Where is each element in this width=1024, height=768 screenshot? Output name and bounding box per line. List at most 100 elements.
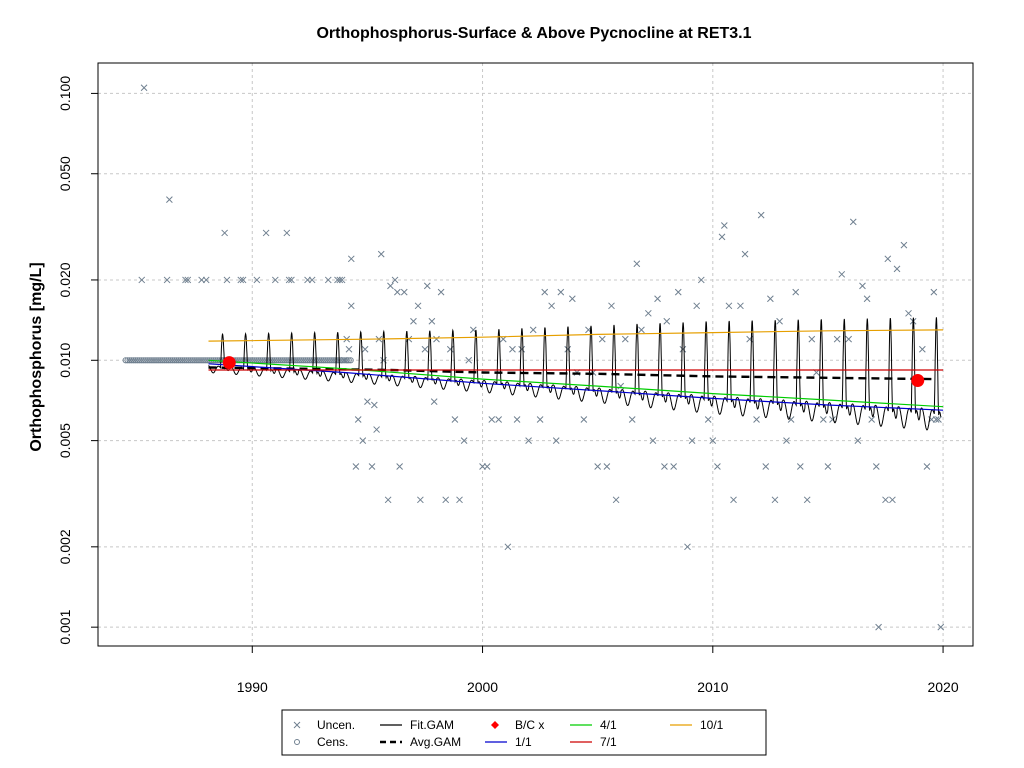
uncensored-point xyxy=(621,335,629,343)
uncensored-point xyxy=(741,250,749,258)
censored-point xyxy=(314,357,321,364)
uncensored-point xyxy=(446,345,454,353)
legend-symbol xyxy=(294,739,300,745)
uncensored-point xyxy=(918,345,926,353)
censored-point xyxy=(337,357,344,364)
censored-point xyxy=(236,357,243,364)
censored-point xyxy=(171,357,178,364)
uncensored-point xyxy=(598,335,606,343)
censored-point xyxy=(306,357,313,364)
censored-point xyxy=(146,357,153,364)
uncensored-point xyxy=(354,416,362,423)
uncensored-point xyxy=(223,276,231,284)
uncensored-point xyxy=(182,276,189,284)
uncensored-point xyxy=(509,345,516,353)
uncensored-point xyxy=(184,276,192,284)
censored-point xyxy=(193,357,200,364)
uncensored-point xyxy=(670,463,678,470)
uncensored-point xyxy=(564,345,572,353)
uncensored-point xyxy=(875,623,882,631)
censored-point xyxy=(290,357,298,364)
uncensored-point xyxy=(568,295,576,303)
uncensored-point xyxy=(935,416,942,423)
uncensored-point xyxy=(776,317,783,325)
uncensored-point xyxy=(783,437,790,444)
censored-point xyxy=(202,357,209,364)
series-avg-gam xyxy=(208,366,934,381)
censored-point xyxy=(332,357,339,364)
censored-point xyxy=(279,357,286,364)
censored-point xyxy=(159,357,166,364)
bc-points xyxy=(222,356,925,387)
uncensored-point xyxy=(253,276,261,284)
uncensored-point xyxy=(347,255,355,263)
uncensored-point xyxy=(771,496,779,504)
uncensored-point xyxy=(525,437,532,444)
uncensored-point xyxy=(283,229,291,237)
uncensored-point xyxy=(166,196,173,203)
uncensored-point xyxy=(937,623,945,631)
series-10-1 xyxy=(208,329,944,342)
uncensored-point xyxy=(792,288,800,296)
uncensored-point xyxy=(391,276,399,284)
censored-point xyxy=(149,357,157,364)
y-tick-label: 0.001 xyxy=(57,609,73,644)
censored-point xyxy=(122,357,129,364)
uncensored-point xyxy=(456,496,463,504)
censored-point xyxy=(308,357,315,364)
legend-symbol xyxy=(491,721,499,729)
censored-point xyxy=(153,357,160,364)
uncensored-point xyxy=(513,416,521,423)
censored-point xyxy=(277,357,284,364)
uncensored-point xyxy=(930,288,938,296)
censored-point xyxy=(339,357,346,364)
uncensored-point xyxy=(529,326,537,334)
uncensored-point xyxy=(803,496,811,504)
uncensored-point xyxy=(288,276,295,284)
uncensored-point xyxy=(693,302,701,310)
uncensored-point xyxy=(663,317,671,325)
series-4-1 xyxy=(208,359,944,408)
uncensored-point xyxy=(345,345,353,353)
uncensored-point xyxy=(336,276,344,284)
uncensored-point xyxy=(608,302,615,310)
censored-point xyxy=(142,357,149,364)
uncensored-point xyxy=(285,276,293,284)
censored-point xyxy=(265,357,272,364)
censored-point xyxy=(271,357,278,364)
uncensored-point xyxy=(845,335,853,343)
uncensored-point xyxy=(437,288,445,296)
censored-point xyxy=(326,357,333,364)
uncensored-point xyxy=(833,335,841,343)
censored-point xyxy=(322,357,329,364)
censored-point xyxy=(320,357,327,364)
uncensored-point xyxy=(377,250,385,258)
uncensored-point xyxy=(923,463,931,470)
censored-point xyxy=(259,357,266,364)
censored-point xyxy=(181,357,188,364)
censored-point xyxy=(347,357,354,364)
censored-point xyxy=(179,357,186,364)
censored-point xyxy=(126,357,133,364)
uncensored-point xyxy=(140,84,148,92)
censored-point xyxy=(177,357,184,364)
uncensored-point xyxy=(674,288,682,296)
censored-point xyxy=(341,357,348,364)
censored-point xyxy=(136,357,143,364)
uncensored-point xyxy=(430,398,438,405)
censored-point xyxy=(124,357,131,364)
y-tick-label: 0.010 xyxy=(57,343,73,378)
censored-point xyxy=(191,357,198,364)
uncensored-point xyxy=(451,416,459,423)
censored-point xyxy=(257,357,264,364)
plot-frame xyxy=(97,62,974,647)
censored-point xyxy=(296,357,303,364)
censored-point xyxy=(185,357,192,364)
uncensored-point xyxy=(649,437,657,444)
uncensored-point xyxy=(370,401,378,409)
uncensored-point xyxy=(893,265,901,273)
legend-label: Fit.GAM xyxy=(410,718,454,732)
censored-point xyxy=(298,357,305,364)
uncensored-point xyxy=(725,302,733,310)
